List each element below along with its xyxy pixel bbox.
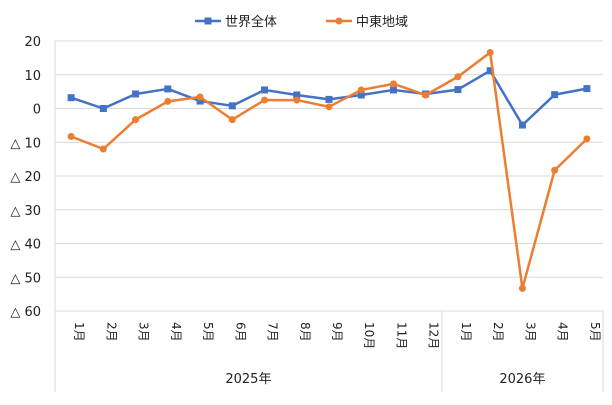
- data-point: [228, 102, 236, 110]
- y-tick-label: 20: [24, 35, 41, 50]
- series-1: [67, 67, 591, 129]
- legend-item: 世界全体: [195, 14, 277, 30]
- x-tick-label: 5月: [588, 322, 602, 342]
- data-point: [389, 86, 397, 94]
- data-point: [293, 96, 301, 104]
- x-tick-label: 4月: [556, 322, 570, 342]
- data-point: [389, 80, 397, 88]
- year-group-label: 2025年: [225, 372, 271, 387]
- data-point: [196, 97, 204, 105]
- data-point: [132, 116, 140, 124]
- x-tick-label: 3月: [523, 322, 537, 342]
- data-point: [422, 91, 430, 99]
- year-group-label: 2026年: [499, 372, 545, 387]
- y-tick-label: 10: [24, 69, 41, 84]
- data-point: [99, 145, 107, 153]
- data-point: [518, 121, 526, 129]
- data-point: [357, 91, 365, 99]
- x-tick-label: 7月: [266, 322, 280, 342]
- data-point: [164, 85, 172, 93]
- y-tick-label: △ 50: [10, 271, 41, 286]
- data-point: [132, 90, 140, 98]
- data-point: [99, 105, 107, 112]
- y-tick-label: △ 20: [10, 170, 41, 185]
- series-layer: [67, 48, 591, 292]
- data-point: [67, 133, 75, 141]
- x-tick-label: 6月: [233, 322, 247, 342]
- x-axis: 1月 2月 3月 4月 5月 6月 7月 8月 9月 10月 11月 12月 1月 2月 3月 4月 5月 202…: [54, 311, 604, 392]
- data-point: [357, 86, 365, 94]
- data-point: [261, 96, 269, 104]
- data-point: [325, 95, 333, 103]
- data-point: [454, 86, 462, 94]
- x-tick-label: 11月: [394, 322, 408, 349]
- data-point: [325, 103, 333, 111]
- legend-label: 中東地域: [356, 14, 408, 30]
- series-2: [67, 48, 591, 292]
- data-point: [551, 166, 559, 174]
- data-point: [196, 93, 204, 101]
- y-tick-label: 0: [33, 103, 41, 118]
- data-point: [293, 91, 301, 99]
- data-point: [551, 91, 559, 99]
- x-tick-label: 12月: [427, 322, 441, 349]
- data-point: [228, 116, 236, 124]
- data-point: [518, 284, 526, 292]
- legend-marker: [204, 17, 212, 25]
- x-tick-label: 1月: [72, 322, 86, 342]
- data-point: [164, 97, 172, 105]
- legend-item: 中東地域: [326, 14, 408, 30]
- data-point: [583, 85, 591, 93]
- data-point: [261, 86, 269, 94]
- data-point: [486, 67, 494, 75]
- data-point: [583, 135, 591, 143]
- x-tick-label: 2月: [491, 322, 505, 342]
- y-axis-ticks: 20 10 0 △ 10 △ 20 △ 30 △ 40 △ 50 △ 60: [10, 35, 41, 320]
- data-point: [67, 94, 75, 102]
- x-tick-label: 3月: [137, 322, 151, 342]
- data-point: [454, 73, 462, 81]
- y-tick-label: △ 10: [10, 136, 41, 151]
- x-tick-label: 4月: [169, 322, 183, 342]
- x-tick-label: 5月: [201, 322, 215, 342]
- y-tick-label: △ 40: [10, 238, 41, 253]
- legend: 世界全体 中東地域: [195, 14, 408, 30]
- y-tick-label: △ 60: [10, 305, 41, 320]
- series-line: [70, 51, 588, 290]
- legend-label: 世界全体: [225, 14, 277, 30]
- x-tick-label: 2月: [104, 322, 118, 342]
- x-tick-label: 8月: [298, 322, 312, 342]
- data-point: [486, 48, 494, 56]
- x-tick-label: 1月: [459, 322, 473, 342]
- x-tick-label: 9月: [330, 322, 344, 342]
- legend-marker: [335, 17, 343, 25]
- x-tick-label: 10月: [362, 322, 376, 349]
- y-tick-label: △ 30: [10, 204, 41, 219]
